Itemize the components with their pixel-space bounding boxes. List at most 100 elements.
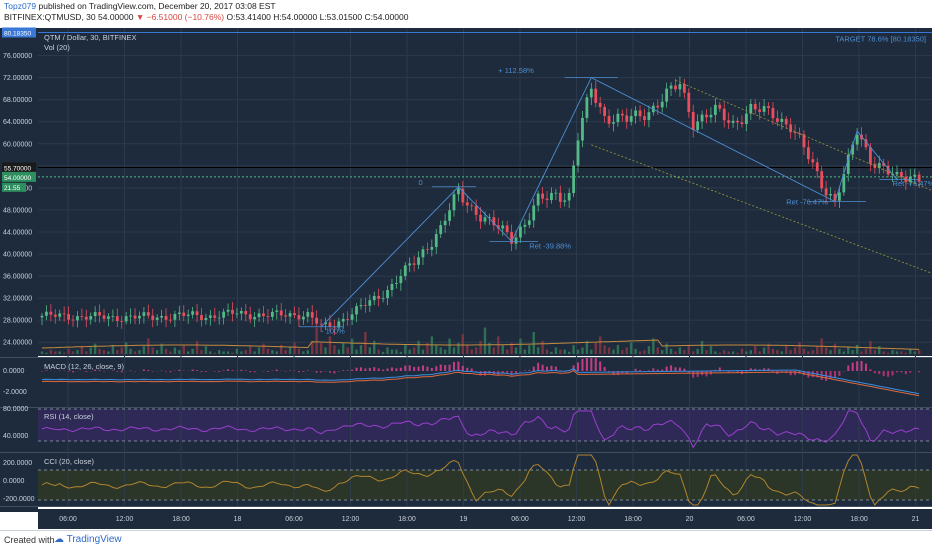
candle-body — [249, 314, 252, 319]
volume-bar — [315, 328, 317, 354]
volume-bar — [76, 350, 78, 354]
time-tick-label: 20 — [686, 516, 694, 523]
macd-histogram-bar — [528, 370, 530, 371]
candle-body — [382, 298, 385, 299]
volume-bar — [125, 342, 127, 354]
macd-histogram-bar — [706, 371, 708, 376]
volume-bar — [271, 350, 273, 354]
volume-bar — [781, 351, 783, 354]
volume-bar — [807, 351, 809, 354]
candle-body — [528, 220, 531, 224]
candle-body — [289, 313, 292, 316]
macd-histogram-bar — [604, 367, 606, 371]
volume-bar — [670, 349, 672, 354]
volume-bar — [608, 347, 610, 354]
macd-histogram-bar — [227, 369, 229, 371]
volume-bar — [59, 351, 61, 354]
candle-body — [772, 108, 775, 118]
volume-bar — [541, 341, 543, 354]
volume-bar — [63, 353, 65, 354]
volume-bar — [121, 348, 123, 355]
volume-bar — [484, 328, 486, 354]
candle-body — [94, 312, 97, 316]
volume-bar — [595, 343, 597, 354]
volume-bar — [674, 351, 676, 354]
volume-bar — [599, 336, 601, 354]
price-tick-label: 32.00000 — [3, 296, 32, 303]
volume-bar — [214, 353, 216, 354]
candle-body — [129, 316, 132, 317]
volume-bar — [683, 350, 685, 354]
volume-bar — [856, 345, 858, 354]
volume-bar — [705, 350, 707, 354]
candle-body — [506, 225, 509, 232]
volume-bar — [528, 345, 530, 354]
publish-line: Topz079 published on TradingView.com, De… — [4, 1, 276, 11]
candle-body — [546, 199, 549, 200]
candle-body — [147, 312, 150, 315]
volume-bar — [245, 350, 247, 354]
candle-body — [244, 311, 247, 314]
macd-histogram-bar — [200, 371, 202, 372]
macd-histogram-bar — [856, 361, 858, 371]
macd-histogram-bar — [223, 370, 225, 371]
tradingview-logo[interactable]: ☁ TradingView — [54, 534, 122, 545]
candle-body — [829, 194, 832, 195]
candle-body — [736, 121, 739, 123]
candle-body — [484, 217, 487, 221]
volume-bar — [346, 347, 348, 354]
candle-body — [187, 315, 190, 316]
author-link[interactable]: Topz079 — [4, 1, 36, 11]
volume-bar — [382, 352, 384, 354]
candle-body — [590, 89, 593, 98]
candle-body — [218, 318, 221, 319]
macd-histogram-bar — [72, 371, 74, 372]
macd-histogram-bar — [338, 371, 340, 372]
volume-bar — [555, 347, 557, 354]
macd-histogram-bar — [648, 370, 650, 371]
macd-histogram-bar — [342, 370, 344, 371]
macd-histogram-bar — [431, 368, 433, 371]
macd-histogram-bar — [453, 362, 455, 371]
volume-bar — [422, 350, 424, 354]
volume-bar — [435, 345, 437, 354]
volume-bar — [874, 350, 876, 354]
candle-body — [169, 320, 172, 321]
macd-histogram-bar — [737, 371, 739, 372]
candle-body — [453, 194, 456, 210]
macd-histogram-bar — [595, 358, 597, 371]
macd-histogram-bar — [45, 370, 47, 371]
price-tick-label: 40.00000 — [3, 252, 32, 259]
volume-bar — [222, 351, 224, 354]
volume-bar — [183, 345, 185, 354]
fibonacci-annotation: Ret -76.47% — [893, 179, 932, 188]
volume-bar — [174, 348, 176, 355]
volume-bar — [329, 336, 331, 354]
candle-body — [608, 116, 611, 124]
candle-body — [856, 135, 859, 145]
indicator-tick-label: 200.0000 — [3, 460, 32, 467]
macd-histogram-bar — [896, 371, 898, 372]
volume-bar — [377, 350, 379, 354]
candle-body — [351, 314, 354, 319]
volume-bar — [94, 344, 96, 354]
macd-histogram-bar — [878, 371, 880, 374]
volume-bar — [205, 346, 207, 354]
volume-bar — [905, 353, 907, 354]
macd-histogram-bar — [674, 367, 676, 371]
macd-histogram-bar — [652, 368, 654, 371]
volume-bar — [351, 339, 353, 354]
volume-bar — [276, 351, 278, 354]
volume-bar — [67, 349, 69, 354]
volume-bar — [156, 350, 158, 354]
candle-body — [271, 312, 274, 317]
volume-bar — [45, 353, 47, 354]
candle-body — [723, 109, 726, 121]
macd-histogram-bar — [94, 370, 96, 371]
price-tick-label: 24.00000 — [3, 340, 32, 347]
volume-bar — [471, 350, 473, 354]
volume-bar — [298, 349, 300, 354]
candle-body — [72, 320, 75, 321]
volume-bar — [85, 351, 87, 354]
